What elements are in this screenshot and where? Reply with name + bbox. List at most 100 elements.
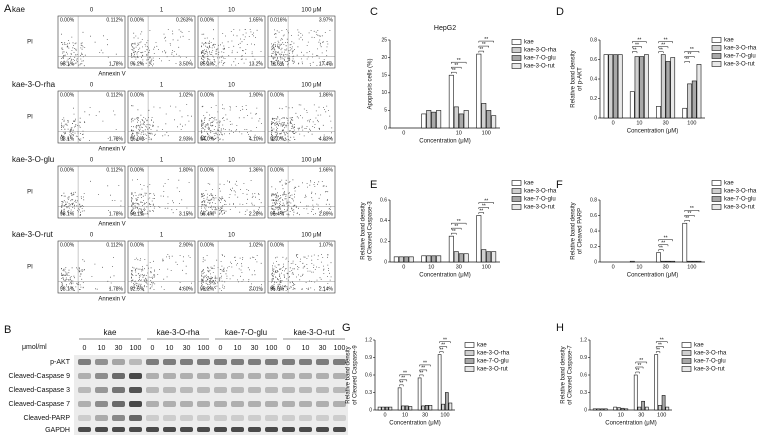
band xyxy=(282,401,295,407)
plot-frame xyxy=(57,90,126,144)
band xyxy=(129,373,142,379)
x-tick-label: 10 xyxy=(618,412,624,418)
bar xyxy=(436,255,442,263)
quadrant-percent: 1.36% xyxy=(249,167,264,173)
bar xyxy=(377,406,382,411)
sig-bracket xyxy=(655,341,668,344)
y-axis-label: PI xyxy=(27,40,33,46)
x-axis-label: Annexin V xyxy=(98,222,125,228)
bar xyxy=(670,57,676,119)
bar xyxy=(658,405,662,411)
sig-bracket xyxy=(399,374,411,377)
blot-unit: μmol/ml xyxy=(22,344,47,351)
sig-label: ** xyxy=(635,42,639,48)
bar xyxy=(436,110,442,129)
legend-swatch xyxy=(711,45,722,51)
bar xyxy=(603,408,608,411)
conc-header: 10 xyxy=(228,83,235,89)
y-tick-label: 0.2 xyxy=(590,96,597,102)
x-tick-label: 10 xyxy=(402,412,408,418)
quadrant-percent: 2.01% xyxy=(249,286,264,292)
quadrant-percent: 95.4% xyxy=(270,211,285,217)
sig-bracket xyxy=(655,346,664,349)
sig-label: ** xyxy=(688,211,692,217)
panel-label: B xyxy=(4,324,11,336)
legend-label: kae-7-O-glu xyxy=(524,56,556,62)
sig-bracket xyxy=(478,45,489,48)
quadrant-percent: 0.00% xyxy=(270,242,285,248)
x-tick-label: 0 xyxy=(612,120,615,126)
band xyxy=(282,373,295,379)
x-tick-label: 100 xyxy=(657,412,666,418)
band xyxy=(112,359,125,365)
band xyxy=(265,415,278,421)
legend-swatch xyxy=(681,350,692,356)
sig-bracket xyxy=(655,351,661,354)
y-axis-label: PI xyxy=(27,265,33,271)
sig-bracket xyxy=(451,71,457,74)
band xyxy=(129,401,142,407)
band xyxy=(333,373,346,379)
sig-bracket xyxy=(635,361,648,364)
sig-label: ** xyxy=(658,342,662,348)
y-tick-label: 0.2 xyxy=(590,244,597,250)
band xyxy=(231,415,244,421)
protein-name: GAPDH xyxy=(45,427,70,434)
lane-conc: 0 xyxy=(151,345,155,352)
bar xyxy=(397,387,402,411)
y-tick-label: 0.8 xyxy=(590,37,597,43)
y-tick-label: 0.6 xyxy=(590,213,597,219)
sig-label: ** xyxy=(659,246,663,252)
quadrant-percent: 96.6% xyxy=(270,286,285,292)
y-tick-label: 0 xyxy=(594,115,597,121)
band xyxy=(95,373,108,379)
dot-cloud xyxy=(131,254,192,292)
band xyxy=(265,427,278,432)
y-tick-label: 0.3 xyxy=(365,390,372,396)
sig-label: ** xyxy=(661,241,665,247)
legend-label: kae-7-O-glu xyxy=(524,197,556,203)
sig-label: ** xyxy=(454,224,458,230)
panel-label: F xyxy=(556,179,563,191)
band xyxy=(248,401,261,407)
band xyxy=(214,359,227,365)
quadrant-percent: 0.00% xyxy=(60,167,75,173)
bar xyxy=(393,256,399,263)
band xyxy=(95,387,108,393)
legend-label: kae-3-O-rha xyxy=(724,46,757,52)
legend-swatch xyxy=(511,188,522,194)
row-name: kae-3-O-rha xyxy=(12,80,56,89)
y-tick-label: 0.4 xyxy=(590,76,597,82)
bar xyxy=(384,406,389,411)
bar xyxy=(421,113,427,129)
y-tick-label: 0.4 xyxy=(380,218,387,224)
band xyxy=(197,401,210,407)
quadrant-percent: 13.2% xyxy=(249,61,264,67)
sig-bracket xyxy=(478,202,494,204)
quadrant-percent: 0.00% xyxy=(130,167,145,173)
quadrant-percent: 78.6% xyxy=(270,61,285,67)
band xyxy=(163,415,176,421)
bar xyxy=(426,110,432,129)
sig-label: ** xyxy=(656,347,660,353)
sig-bracket xyxy=(658,41,673,44)
sig-label: ** xyxy=(661,42,665,48)
bar xyxy=(682,222,688,263)
sig-bracket xyxy=(451,227,462,230)
sig-label: ** xyxy=(659,47,663,53)
x-tick-label: 10 xyxy=(636,120,642,126)
quadrant-percent: 3.50% xyxy=(179,61,194,67)
bar xyxy=(458,253,464,263)
band xyxy=(214,373,227,379)
quadrant-percent: 0.00% xyxy=(270,167,285,173)
y-tick-label: 20 xyxy=(381,55,387,61)
lane-conc: 30 xyxy=(183,345,191,352)
x-tick-label: 30 xyxy=(663,120,669,126)
band xyxy=(214,415,227,421)
bar xyxy=(404,405,409,411)
band xyxy=(299,359,312,365)
quadrant-percent: 98.1% xyxy=(60,211,75,217)
band xyxy=(316,373,329,379)
band xyxy=(78,387,91,393)
legend-label: kae-7-O-glu xyxy=(477,359,509,365)
